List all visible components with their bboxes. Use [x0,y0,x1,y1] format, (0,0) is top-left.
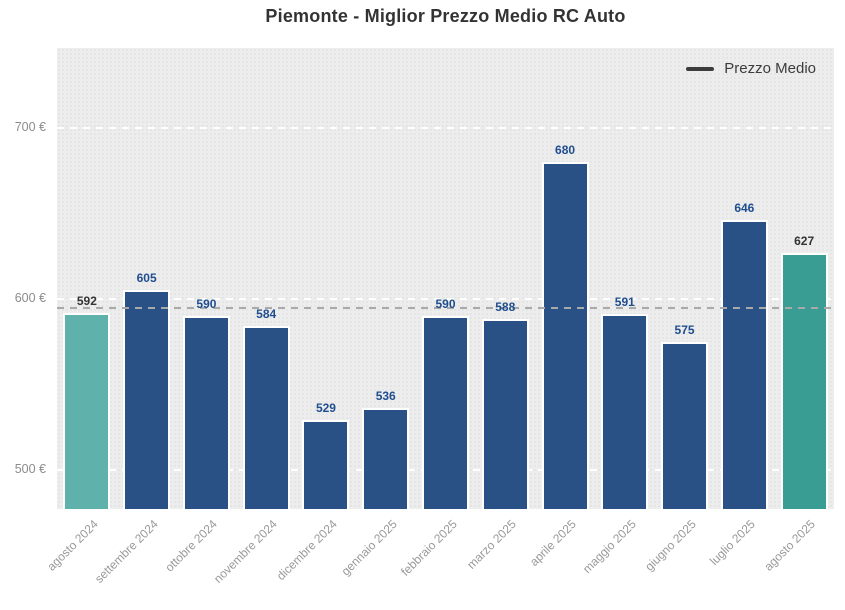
x-axis-label: gennaio 2025 [338,517,400,579]
bar-value-label: 575 [674,322,695,337]
bar-value-label: 605 [136,271,157,286]
bar[interactable] [242,326,290,509]
chart-title: Piemonte - Miglior Prezzo Medio RC Auto [265,6,626,26]
bar-value-label: 529 [315,401,336,416]
bar[interactable] [422,316,469,509]
bar-value-label: 592 [76,293,97,308]
x-axis-label: settembre 2024 [91,517,161,586]
y-axis-tick-label: 500 € [14,461,46,476]
x-axis-label: maggio 2025 [579,517,639,576]
bar-value-label: 536 [375,389,396,404]
x-axis-label: febbraio 2025 [397,517,460,579]
y-axis-tick-label: 700 € [14,120,46,135]
x-axis-label: marzo 2025 [464,517,520,572]
bar-value-label: 584 [256,307,277,322]
bar[interactable] [720,220,768,509]
x-axis-label: novembre 2024 [211,517,281,586]
plot-area: 592 605 590 584 529 536 590 588 680 591 575 646 627 … [57,48,834,509]
bar-value-label: 590 [196,297,217,312]
y-axis-tick-label: 600 € [14,290,46,305]
bar[interactable] [362,408,410,509]
x-axis-label: giugno 2025 [641,517,699,574]
bar-value-label: 646 [734,201,755,216]
legend[interactable]: Prezzo Medio [686,60,816,77]
bar[interactable] [601,314,649,509]
x-axis-label: ottobre 2024 [162,517,221,575]
x-axis-label: agosto 2025 [761,517,819,574]
bar[interactable] [63,312,111,509]
x-axis-label: aprile 2025 [527,517,579,569]
bar-value-label: 627 [794,233,815,248]
x-axis-label: dicembre 2024 [273,517,340,584]
legend-label: Prezzo Medio [724,60,816,77]
x-axis-label: luglio 2025 [707,517,759,568]
bar[interactable] [661,341,709,509]
bar[interactable] [302,420,350,509]
average-reference-line [57,306,834,309]
bar-value-label: 680 [555,143,576,158]
bar[interactable] [780,252,828,509]
bar[interactable] [123,290,171,509]
bar[interactable] [541,162,589,509]
bar-value-label: 588 [495,300,516,315]
gridline [57,127,834,130]
gridline [57,297,834,300]
bar-value-label: 590 [435,297,456,312]
legend-line-icon [686,66,715,71]
bar-value-label: 591 [614,295,635,310]
x-axis-label: agosto 2024 [44,517,101,574]
bar[interactable] [182,316,230,509]
bar[interactable] [481,319,529,509]
